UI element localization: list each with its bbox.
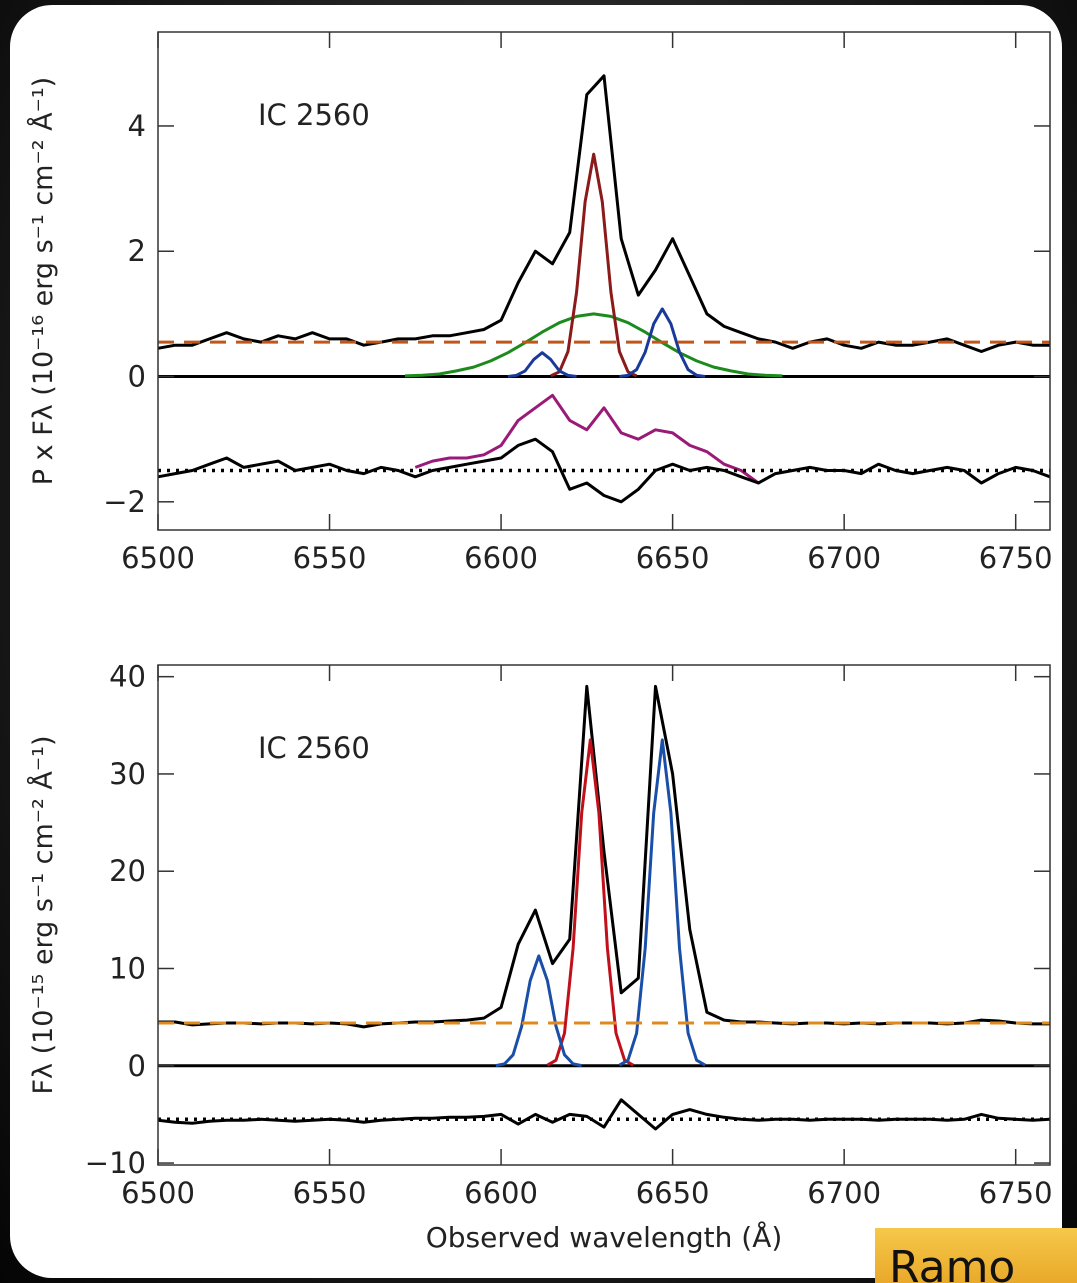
x-tick-label: 6650 [636,1176,710,1210]
y-axis-label: Fλ (10⁻¹⁵ erg s⁻¹ cm⁻² Å⁻¹) [27,735,59,1094]
series-line [404,312,783,378]
y-tick-label: 4 [128,109,146,143]
series-line [550,152,638,378]
series-line [414,393,760,485]
y-tick-label: 0 [128,1049,146,1083]
x-tick-label: 6750 [979,1176,1053,1210]
x-axis-label: Observed wavelength (Å) [426,1220,783,1254]
x-tick-label: 6700 [807,1176,881,1210]
x-tick-label: 6500 [121,541,195,575]
y-tick-label: 20 [109,854,146,888]
series-line [495,954,582,1068]
series-line [619,307,706,378]
x-tick-label: 6500 [121,1176,195,1210]
y-tick-label: 40 [109,660,146,694]
y-axis-label: P x Fλ (10⁻¹⁶ erg s⁻¹ cm⁻² Å⁻¹) [27,77,59,485]
annotation: IC 2560 [258,731,370,765]
x-tick-label: 6550 [293,541,367,575]
y-tick-label: −10 [85,1146,146,1180]
y-tick-label: 2 [128,234,146,268]
series-line [157,74,1050,353]
series-line [157,437,1051,504]
x-tick-label: 6600 [464,1176,538,1210]
series-line [546,738,634,1067]
y-tick-label: −2 [103,485,146,519]
annotation: IC 2560 [258,98,370,132]
plot-frame [157,664,1051,1166]
y-tick-label: 0 [128,360,146,394]
x-tick-label: 6650 [636,541,710,575]
footer-badge: Ramo [875,1228,1077,1283]
y-tick-label: 10 [109,952,146,986]
x-tick-label: 6700 [807,541,881,575]
footer-label: Ramo [889,1242,1016,1283]
plot-frame [157,31,1051,531]
series-line [157,1098,1051,1131]
x-tick-label: 6750 [979,541,1053,575]
series-line [507,351,577,378]
series-line [618,738,706,1067]
y-tick-label: 30 [109,757,146,791]
x-tick-label: 6600 [464,541,538,575]
x-tick-label: 6550 [293,1176,367,1210]
